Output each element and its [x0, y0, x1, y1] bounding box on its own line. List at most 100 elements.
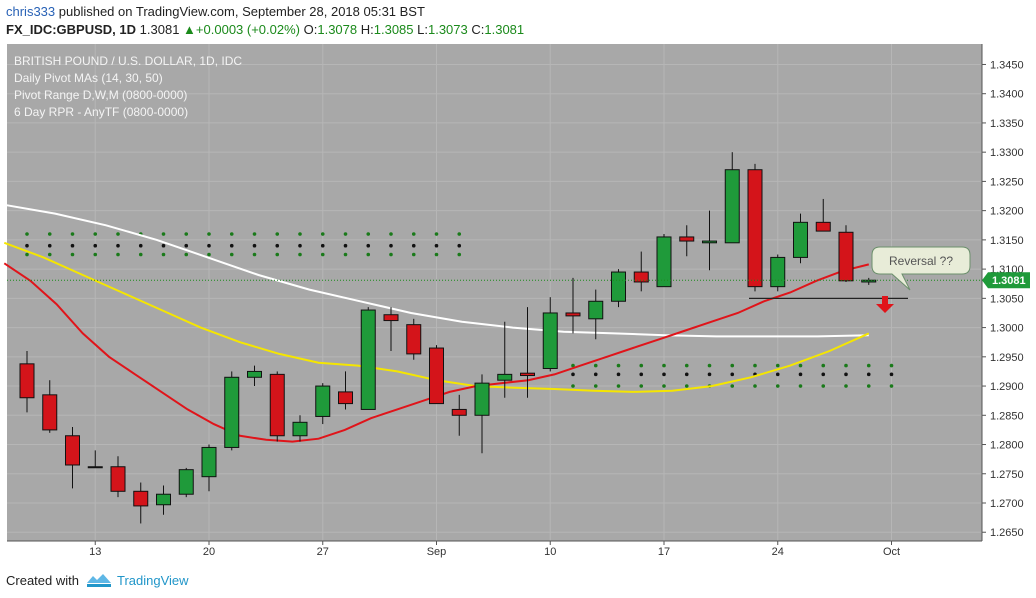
y-tick-label: 1.3300: [990, 147, 1024, 159]
author-link[interactable]: chris333: [6, 4, 56, 19]
pivot-dot: [411, 252, 416, 257]
pivot-dot: [730, 384, 735, 388]
pivot-dot: [229, 232, 234, 236]
candle-body: [474, 382, 490, 416]
pivot-dot: [343, 232, 348, 236]
pivot-dot: [844, 372, 848, 377]
time-axis: [0, 541, 982, 568]
pivot-dot: [389, 232, 393, 236]
pivot-dot: [389, 243, 393, 248]
pivot-dot: [184, 243, 189, 248]
y-tick-label: 1.3000: [990, 323, 1024, 335]
y-tick-label: 1.2950: [990, 352, 1024, 364]
pivot-dot: [116, 243, 120, 248]
pivot-dot: [639, 372, 644, 377]
pivot-dot: [753, 384, 757, 388]
open-value: 1.3078: [317, 22, 358, 37]
pivot-dot: [298, 232, 302, 236]
candle-body: [451, 408, 467, 416]
pivot-dot: [684, 372, 689, 377]
x-tick-label: 17: [658, 546, 670, 558]
x-tick-label: 20: [203, 546, 215, 558]
pivot-dot: [434, 252, 439, 257]
pivot-dot: [866, 363, 871, 368]
pivot-dot: [320, 232, 325, 236]
up-arrow-icon: ▲: [183, 22, 196, 37]
candle-body: [747, 169, 763, 288]
candle-body: [65, 435, 80, 466]
pivot-dot: [571, 384, 575, 388]
reversal-callout-text: Reversal ??: [889, 254, 953, 268]
pivot-dot: [252, 252, 257, 257]
y-tick-label: 1.2650: [990, 527, 1024, 539]
pivot-dot: [298, 252, 302, 257]
pivot-dot: [47, 243, 52, 248]
candle-body: [360, 309, 376, 410]
pivot-dot: [229, 252, 234, 257]
down-arrow-icon: [876, 296, 894, 313]
pivot-dot: [161, 243, 166, 248]
last-price: 1.3081: [139, 22, 180, 37]
pivot-dot: [616, 372, 621, 377]
pivot-dot: [662, 363, 666, 368]
tradingview-brand-link[interactable]: TradingView: [117, 573, 189, 588]
pivot-dot: [889, 372, 894, 377]
y-tick-label: 1.3350: [990, 118, 1024, 130]
high-label: H:: [360, 22, 374, 37]
price-chart[interactable]: Reversal ?? 1.3450 1.3400 1.3350 1.3300 1.32…: [0, 44, 1036, 568]
close-label: C:: [471, 22, 485, 37]
pivot-dot: [275, 232, 280, 236]
pivot-dot: [684, 384, 689, 388]
x-tick-label: 27: [317, 546, 329, 558]
x-tick-label: 10: [544, 546, 556, 558]
candle-body: [383, 314, 399, 322]
y-tick-label: 1.3250: [990, 176, 1024, 188]
candle-body: [338, 391, 353, 405]
pivot-dot: [844, 384, 848, 388]
x-tick-label: Sep: [427, 546, 447, 558]
y-tick-label: 1.2750: [990, 469, 1024, 481]
pivot-dot: [116, 232, 120, 236]
pivot-dot: [411, 232, 416, 236]
pivot-dot: [821, 372, 826, 377]
pivot-dot: [25, 243, 29, 248]
pivot-dot: [184, 252, 189, 257]
pivot-dot: [343, 252, 348, 257]
symbol-line: FX_IDC:GBPUSD, 1D 1.3081 ▲+0.0003 (+0.02…: [6, 22, 524, 37]
candle-body: [429, 347, 444, 405]
reversal-callout: Reversal ??: [871, 246, 971, 291]
pivot-dot: [252, 243, 257, 248]
candle-body: [178, 469, 194, 495]
tradingview-logo-icon[interactable]: [86, 571, 112, 589]
pivot-dot: [457, 232, 462, 236]
x-tick-label: 24: [772, 546, 784, 558]
pivot-dot: [821, 363, 826, 368]
pivot-dot: [775, 372, 780, 377]
pivot-dot: [571, 363, 575, 368]
candle-body: [247, 370, 262, 378]
pivot-dot: [639, 384, 644, 388]
y-tick-label: 1.2800: [990, 440, 1024, 452]
candle-body: [702, 240, 717, 244]
last-price-badge: 1.3081: [982, 272, 1030, 289]
pivot-dot: [70, 243, 75, 248]
candle-body: [770, 256, 786, 288]
chart-header: chris333 published on TradingView.com, S…: [0, 0, 1036, 44]
pivot-dot: [571, 372, 575, 377]
indicator-label-pivot-range: Pivot Range D,W,M (0800-0000): [14, 88, 187, 102]
candle-body: [565, 312, 581, 317]
published-text: published on TradingView.com, September …: [55, 4, 425, 19]
candle-body: [133, 490, 149, 507]
pivot-dot: [889, 384, 894, 388]
symbol-label: FX_IDC:GBPUSD, 1D: [6, 22, 137, 37]
pivot-dot: [798, 372, 803, 377]
pivot-dot: [593, 372, 598, 377]
candle-body: [292, 421, 308, 437]
plot-area[interactable]: [7, 44, 982, 541]
pivot-dot: [866, 372, 871, 377]
pivot-dot: [457, 243, 462, 248]
pivot-dot: [684, 363, 689, 368]
created-with-label: Created with: [6, 573, 79, 588]
pivot-dot: [161, 252, 166, 257]
pivot-dot: [434, 232, 439, 236]
